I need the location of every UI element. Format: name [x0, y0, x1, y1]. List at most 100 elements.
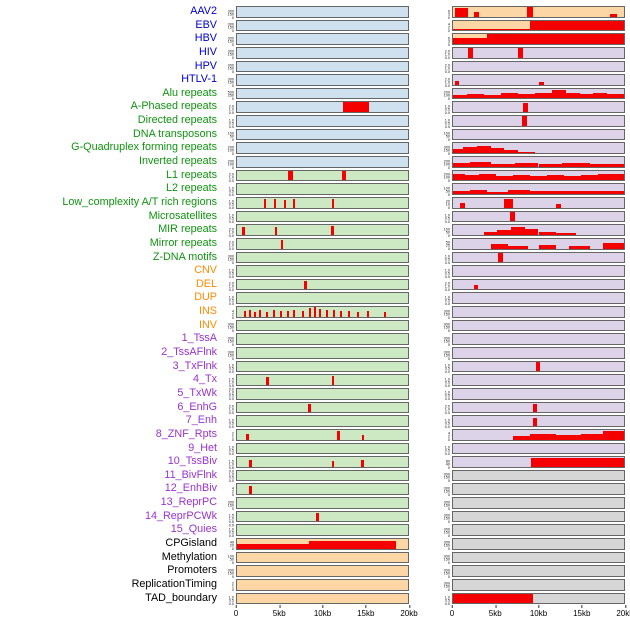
y-axis-tick-labels: 100 50 0: [220, 554, 234, 565]
signal-segment: [500, 93, 518, 99]
track-row: 14_ReprPCWk 1.5 1.0 0.5 0.0 300 150 0: [0, 510, 630, 527]
column-gap: [409, 46, 438, 60]
track-plot-left: [236, 360, 409, 373]
signal-segment: [497, 229, 512, 235]
y-tick-label: 1.0: [444, 80, 450, 85]
y-tick-label: 0: [231, 15, 234, 20]
y-tick-label: 150: [227, 66, 234, 71]
y-axis-tick-labels: 1.5 1.0 0.5 0.0: [220, 459, 234, 473]
y-axis-tick-labels: 300 150 0: [436, 309, 450, 319]
y-tick-label: 2.0: [444, 49, 450, 54]
y-tick-label: 250: [227, 93, 234, 98]
y-tick-label: 150: [443, 475, 450, 480]
y-tick-label: 0: [447, 137, 450, 143]
signal-segment: [514, 162, 539, 167]
y-tick-label: 150: [227, 339, 234, 344]
track-label: Methylation: [161, 550, 217, 563]
y-tick-label: 0: [447, 519, 450, 525]
y-tick-label: 0: [231, 438, 234, 443]
y-axis-ticks-right: 100 50 0: [438, 128, 452, 142]
y-tick-label: 100: [443, 131, 450, 136]
track-plot-left: [236, 156, 409, 168]
signal-segment: [598, 174, 624, 181]
x-tick-label: 0: [449, 605, 455, 619]
y-tick-label: 200: [227, 144, 234, 150]
track-plot-left: [236, 210, 409, 223]
track-label: Directed repeats: [137, 114, 217, 127]
y-tick-label: 0: [231, 56, 234, 61]
y-tick-label: 0.0: [228, 386, 234, 392]
track-label: L1 repeats: [165, 168, 217, 181]
y-tick-label: 0.5: [444, 216, 450, 221]
signal-segment: [339, 311, 342, 317]
signal-segment: [243, 311, 246, 317]
track-plot-right: [452, 428, 625, 441]
track-plot-left: [236, 565, 409, 577]
signal-segment: [610, 13, 618, 17]
y-tick-label: 1.0: [228, 380, 234, 385]
y-axis-ticks-left: 300 150 0: [222, 564, 236, 579]
track-label: HTLV-1: [181, 73, 217, 86]
column-gap: [409, 237, 438, 251]
y-tick-label: 1.0: [444, 294, 450, 300]
track-label: Low_complexity A/T rich regions: [62, 195, 217, 208]
track-label: L2 repeats: [165, 182, 217, 195]
signal-segment: [603, 430, 624, 440]
y-axis-tick-labels: 50 25 0: [436, 241, 450, 252]
y-tick-label: 300: [443, 513, 450, 518]
track-label: Alu repeats: [162, 86, 217, 99]
y-tick-label: 200: [227, 158, 234, 163]
signal-segment: [478, 174, 496, 181]
y-axis-tick-labels: 1.0 0.5 0.0: [220, 595, 234, 606]
y-tick-label: 40: [229, 540, 234, 545]
y-axis-tick-labels: 300 150 0: [220, 336, 234, 346]
y-tick-label: 1.0: [228, 407, 234, 412]
track-label: 6_EnhG: [177, 400, 217, 413]
y-tick-label: 1.0: [228, 461, 234, 467]
y-tick-label: 150: [443, 557, 450, 562]
y-tick-label: 1.0: [228, 107, 234, 112]
signal-segment: [331, 461, 335, 467]
track-plot-left: [236, 415, 409, 427]
track-plot-right: [452, 347, 625, 359]
track-row: Mirror repeats 2.0 1.0 0.0 50 25 0: [0, 237, 630, 251]
column-gap: [409, 510, 438, 524]
track-row: 8_ZNF_Rpts 2 1 0 4 2 0: [0, 428, 630, 442]
track-plot-left: [236, 6, 409, 18]
y-tick-label: 2: [231, 489, 234, 494]
signal-segment: [555, 203, 561, 208]
y-tick-label: 0: [447, 478, 450, 484]
signal-segment: [530, 458, 624, 467]
y-tick-label: 300: [443, 526, 450, 531]
signal-segment: [565, 92, 580, 99]
y-axis-tick-labels: 1.5 1.0 0.5 0.0: [220, 377, 234, 391]
column-gap: [409, 32, 438, 46]
x-tick-label: 20kb: [616, 605, 630, 618]
y-tick-label: 0.0: [228, 110, 234, 115]
y-tick-label: 1.0: [228, 417, 234, 422]
y-tick-label: 0.5: [228, 465, 234, 470]
track-row: 9_Het 1.0 0.5 0.0 1.0 0.5 0.0: [0, 442, 630, 456]
y-axis-ticks-left: 1.0 0.5 0.0: [222, 182, 236, 197]
signal-segment: [454, 80, 459, 85]
track-plot-right: [452, 456, 625, 468]
y-axis-tick-labels: 1.0 0.5 0.0: [220, 417, 234, 428]
y-tick-label: 1.0: [228, 526, 234, 531]
signal-segment: [533, 403, 537, 413]
y-tick-label: 2.0: [228, 226, 234, 231]
track-plot-left: [236, 183, 409, 195]
y-tick-label: 0: [231, 137, 234, 143]
y-tick-label: 2.0: [444, 63, 450, 68]
signal-segment: [529, 176, 548, 181]
track-row: Z-DNA motifs 300 150 0 1.0 0.5 0.0: [0, 251, 630, 265]
y-axis-tick-labels: 2.0 1.0 0.0: [220, 104, 234, 114]
track-row: G-Quadruplex forming repeats 200 100 0 300 15…: [0, 141, 630, 156]
track-plot-right: [452, 210, 625, 223]
y-tick-label: 10: [445, 202, 450, 207]
y-tick-label: 300: [227, 349, 234, 354]
signal-segment: [453, 173, 465, 181]
track-row: Methylation 100 50 0 300 150 0: [0, 551, 630, 565]
y-axis-ticks-left: 1.0 0.5 0.0: [222, 114, 236, 128]
